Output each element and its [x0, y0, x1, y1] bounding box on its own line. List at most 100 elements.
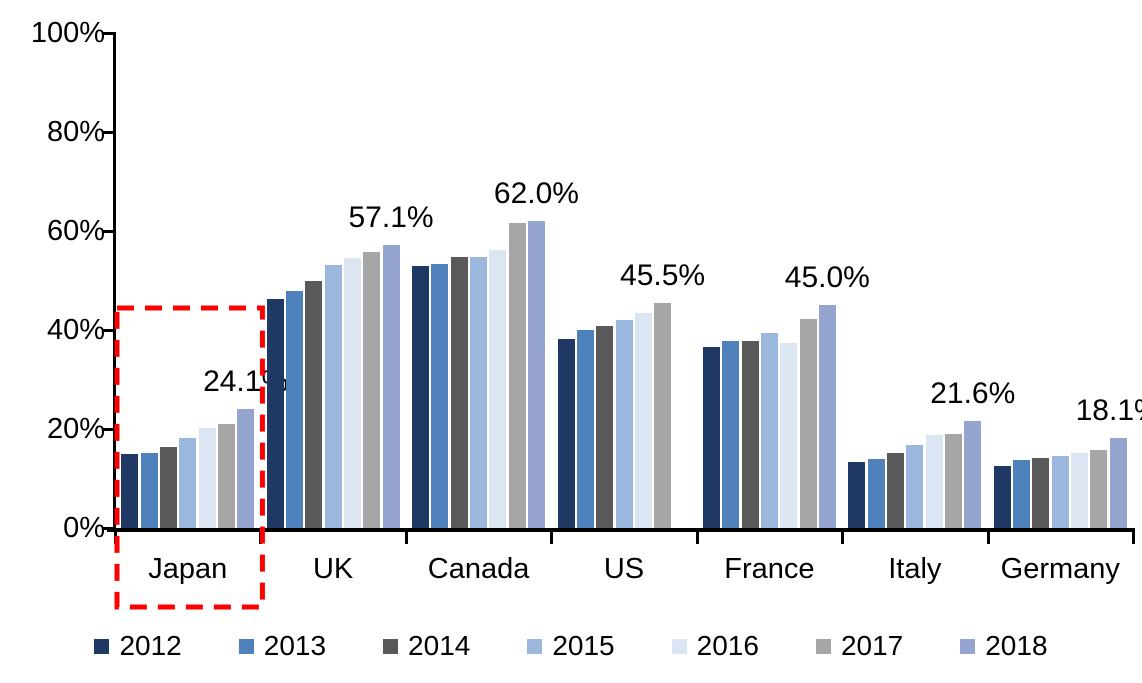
data-label: 21.6% [930, 377, 1016, 411]
bar-germany-2017 [1090, 450, 1108, 528]
y-tick [103, 32, 115, 35]
legend-swatch [815, 638, 831, 654]
bar-germany-2018 [1109, 438, 1127, 528]
x-tick [114, 528, 117, 544]
bar-italy-2014 [887, 452, 905, 528]
legend-item-2016: 2016 [671, 630, 759, 661]
bar-canada-2013 [431, 263, 449, 528]
bar-us-2014 [596, 325, 614, 528]
bar-us-2013 [576, 330, 594, 528]
y-axis [113, 32, 116, 532]
legend-label: 2014 [408, 630, 471, 661]
bar-uk-2014 [305, 280, 323, 528]
bar-japan-2015 [179, 437, 197, 528]
legend-item-2018: 2018 [960, 630, 1048, 661]
bar-japan-2016 [198, 428, 216, 528]
y-tick [103, 329, 115, 332]
bar-germany-2013 [1013, 459, 1031, 528]
x-tick [986, 528, 990, 544]
x-tick [841, 528, 845, 544]
legend-swatch [671, 638, 687, 654]
bar-france-2018 [818, 305, 836, 528]
bar-germany-2016 [1071, 452, 1089, 528]
legend-swatch [238, 638, 254, 654]
bar-canada-2014 [450, 256, 468, 528]
legend-swatch [383, 638, 399, 654]
bar-italy-2018 [964, 421, 982, 528]
bar-japan-2013 [140, 453, 158, 528]
bar-uk-2015 [324, 264, 342, 528]
bar-france-2017 [799, 318, 817, 528]
bar-japan-2017 [217, 423, 235, 528]
legend-swatch [960, 638, 976, 654]
bar-italy-2013 [867, 458, 885, 528]
bar-canada-2018 [527, 221, 545, 528]
bar-japan-2012 [121, 454, 139, 528]
bar-japan-2018 [237, 408, 255, 528]
data-label: 62.0% [493, 177, 579, 211]
bar-uk-2018 [382, 245, 400, 528]
y-tick [103, 230, 115, 233]
category-label-canada: Canada [427, 553, 530, 585]
category-label-italy: Italy [888, 553, 942, 585]
bar-us-2017 [654, 302, 672, 528]
bar-italy-2017 [944, 433, 962, 528]
y-axis-tick-label: 100% [30, 17, 105, 49]
bar-italy-2012 [848, 462, 866, 528]
bar-uk-2016 [343, 257, 361, 528]
legend-item-2013: 2013 [238, 630, 327, 661]
y-axis-tick-label: 0% [63, 512, 105, 544]
y-tick [103, 428, 115, 431]
legend-item-2012: 2012 [94, 630, 182, 661]
bar-france-2013 [722, 340, 740, 528]
legend-item-2015: 2015 [527, 630, 615, 661]
data-label: 57.1% [348, 201, 434, 235]
legend-label: 2018 [985, 630, 1048, 661]
bar-france-2016 [780, 343, 798, 528]
bar-france-2014 [741, 341, 759, 528]
legend-label: 2013 [263, 630, 327, 661]
bar-italy-2016 [925, 434, 943, 528]
bar-us-2015 [615, 320, 633, 528]
bar-france-2012 [703, 346, 721, 528]
legend-label: 2015 [552, 630, 615, 661]
category-label-us: US [603, 553, 645, 585]
legend-label: 2016 [696, 630, 759, 661]
bar-uk-2012 [266, 298, 284, 528]
data-label: 18.1% [1075, 394, 1142, 428]
legend-label: 2017 [840, 630, 904, 661]
legend-label: 2012 [119, 630, 182, 661]
bar-uk-2017 [363, 251, 381, 528]
bar-us-2016 [634, 312, 652, 528]
bar-us-2012 [557, 338, 575, 528]
x-axis [107, 528, 1133, 532]
y-axis-tick-label: 20% [46, 413, 105, 445]
bar-germany-2015 [1051, 455, 1069, 528]
legend-item-2017: 2017 [815, 630, 904, 661]
x-tick [259, 528, 263, 544]
y-axis-tick-label: 60% [46, 215, 105, 247]
y-axis-tick-label: 40% [46, 314, 105, 346]
bar-canada-2012 [412, 265, 430, 528]
bar-japan-2014 [159, 446, 177, 528]
y-tick [103, 131, 115, 134]
legend: 2012 2013 2014 2015 2016 2017 2018 [0, 631, 1142, 661]
bar-germany-2012 [993, 466, 1011, 528]
bar-france-2015 [760, 333, 778, 528]
bar-canada-2016 [489, 250, 507, 528]
category-label-germany: Germany [1000, 553, 1120, 585]
bar-italy-2015 [906, 445, 924, 528]
legend-swatch [527, 638, 543, 654]
category-label-france: France [724, 553, 815, 585]
bar-uk-2013 [286, 291, 304, 528]
legend-item-2014: 2014 [383, 631, 470, 661]
y-tick [103, 527, 115, 530]
bar-germany-2014 [1032, 457, 1050, 528]
x-tick [1132, 528, 1135, 544]
y-axis-tick-label: 80% [46, 116, 105, 148]
data-label: 45.0% [784, 261, 870, 295]
x-tick [695, 528, 699, 544]
x-tick [404, 528, 408, 544]
category-label-uk: UK [312, 553, 354, 585]
